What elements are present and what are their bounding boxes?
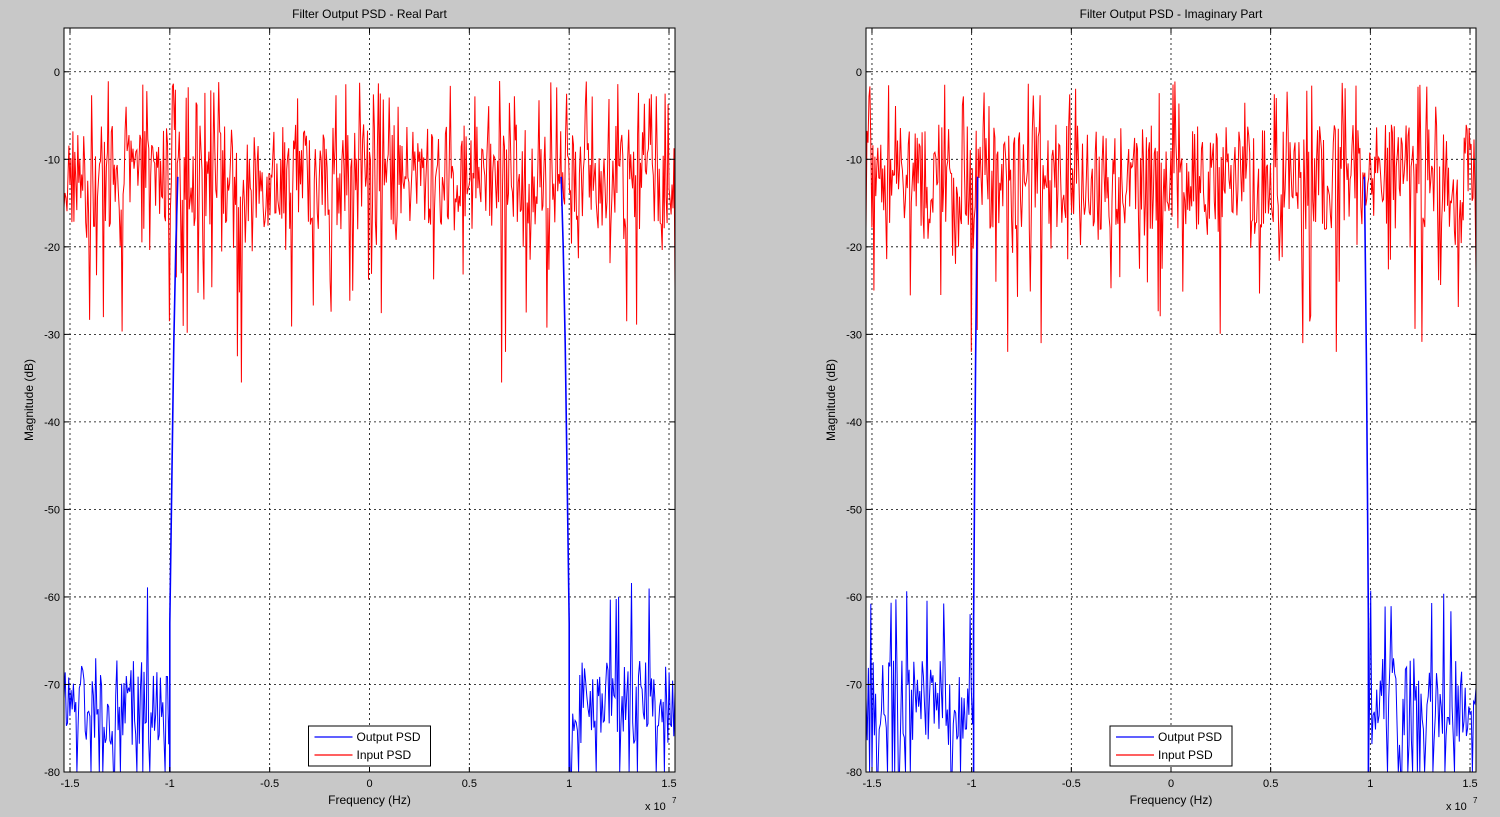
series-output-psd-stopband-left: [64, 587, 171, 772]
y-tick-label-6: -60: [44, 592, 60, 604]
y-tick-label-1: -10: [846, 154, 862, 166]
x-axis-multiplier-exponent: 7: [1473, 796, 1478, 805]
legend-label-1: Output PSD: [1158, 730, 1222, 744]
traces: [64, 80, 675, 772]
chart-title: Filter Output PSD - Real Part: [292, 7, 447, 21]
y-tick-label-2: -20: [44, 242, 60, 254]
y-tick-label-3: -30: [44, 329, 60, 341]
series-output-psd-stopband-right: [568, 582, 675, 772]
x-tick-label-2: -0.5: [260, 778, 279, 790]
x-axis-label: Frequency (Hz): [1130, 793, 1213, 807]
traces: [866, 81, 1476, 772]
x-tick-label-4: 0.5: [462, 778, 477, 790]
series-output-psd-transition-left: [972, 176, 979, 772]
y-tick-label-4: -40: [44, 417, 60, 429]
series-output-psd-stopband-right: [1367, 590, 1476, 772]
y-tick-label-2: -20: [846, 242, 862, 254]
x-tick-label-4: 0.5: [1263, 778, 1278, 790]
y-tick-label-0: 0: [54, 67, 60, 79]
series-output-psd-transition-right: [1363, 176, 1370, 772]
x-tick-label-6: 1.5: [1462, 778, 1477, 790]
legend-box: [308, 725, 431, 767]
legend-label-2: Input PSD: [1158, 748, 1213, 762]
y-tick-label-7: -70: [846, 679, 862, 691]
x-tick-label-5: 1: [566, 778, 572, 790]
x-axis-multiplier-exponent: 7: [672, 796, 677, 805]
y-tick-label-3: -30: [846, 329, 862, 341]
y-axis-label: Magnitude (dB): [22, 359, 36, 441]
legend: Output PSD Input PSD: [1109, 725, 1233, 767]
series-input-psd: [64, 80, 675, 383]
series-output-psd-stopband-left: [866, 591, 975, 772]
x-tick-label-2: -0.5: [1062, 778, 1081, 790]
y-tick-label-8: -80: [846, 767, 862, 779]
y-tick-label-0: 0: [856, 67, 862, 79]
legend: Output PSD Input PSD: [308, 725, 431, 767]
series-input-psd: [866, 81, 1476, 352]
x-axis-multiplier: x 10: [645, 801, 666, 813]
series-output-psd-transition-left: [169, 176, 179, 772]
legend-box: [1109, 725, 1233, 767]
chart-title: Filter Output PSD - Imaginary Part: [1080, 7, 1263, 21]
y-tick-label-4: -40: [846, 417, 862, 429]
chart-panel-2: -1.5 -1 -0.5 0 0.5 1 1.5 0 -10 -20 -30 -40 -50 -60 -70…: [824, 7, 1478, 813]
y-axis-label: Magnitude (dB): [824, 359, 838, 441]
y-tick-label-5: -50: [44, 504, 60, 516]
x-tick-label-3: 0: [366, 778, 372, 790]
x-tick-label-3: 0: [1168, 778, 1174, 790]
series-output-psd-transition-right: [560, 176, 571, 772]
x-axis-multiplier: x 10: [1446, 801, 1467, 813]
legend-label-2: Input PSD: [357, 748, 412, 762]
x-axis-label: Frequency (Hz): [328, 793, 411, 807]
y-tick-label-7: -70: [44, 679, 60, 691]
y-tick-label-8: -80: [44, 767, 60, 779]
y-tick-label-5: -50: [846, 504, 862, 516]
x-tick-label-0: -1.5: [862, 778, 881, 790]
chart-panel-1: -1.5 -1 -0.5 0 0.5 1 1.5 0 -10 -20 -30 -40 -50 -60 -70…: [22, 7, 677, 813]
x-tick-label-6: 1.5: [661, 778, 676, 790]
x-tick-label-1: -1: [967, 778, 977, 790]
y-tick-label-6: -60: [846, 592, 862, 604]
x-tick-label-1: -1: [165, 778, 175, 790]
x-tick-label-0: -1.5: [61, 778, 80, 790]
legend-label-1: Output PSD: [357, 730, 421, 744]
y-tick-label-1: -10: [44, 154, 60, 166]
x-tick-label-5: 1: [1367, 778, 1373, 790]
